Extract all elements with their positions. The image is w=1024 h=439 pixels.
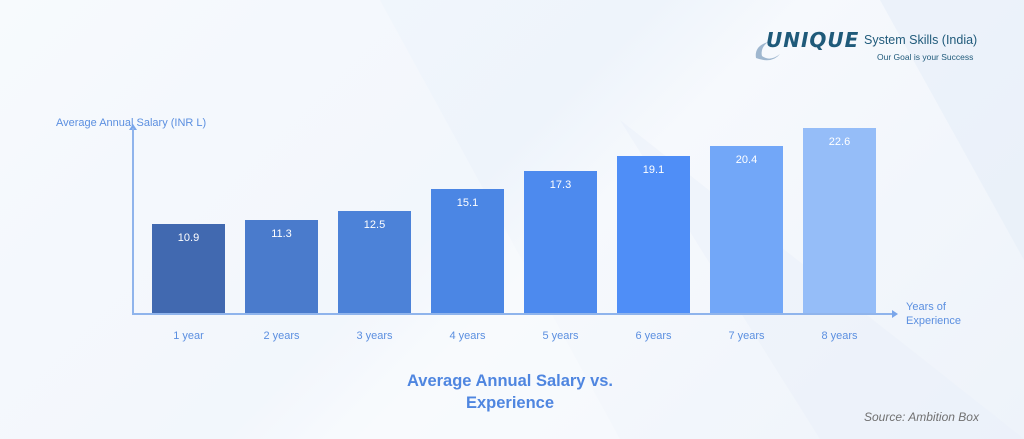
- x-tick-label: 5 years: [542, 330, 579, 342]
- bar-value-label: 20.4: [735, 154, 758, 166]
- logo-name: System Skills (India): [864, 33, 978, 47]
- y-axis-arrow-icon: [129, 124, 137, 130]
- x-axis-label: Years of Experience: [906, 300, 961, 328]
- chart-title: Average Annual Salary vs. Experience: [380, 370, 640, 414]
- bar-value-label: 19.1: [642, 164, 665, 176]
- bar-value-label: 10.9: [177, 232, 200, 244]
- bar: 12.5: [338, 211, 411, 313]
- chart-title-line-2: Experience: [465, 394, 555, 412]
- bar-value-label: 12.5: [363, 219, 386, 231]
- x-tick-label: 2 years: [263, 330, 300, 342]
- bar-value-label: 17.3: [549, 179, 572, 191]
- bar: 22.6: [803, 128, 876, 313]
- x-axis-label-line-1: Years of: [906, 301, 946, 313]
- x-axis: [132, 313, 892, 315]
- x-tick-label: 3 years: [356, 330, 393, 342]
- y-axis: [132, 128, 134, 314]
- bar-value-label: 22.6: [828, 136, 851, 148]
- company-logo: UNIQUE System Skills (India) Our Goal is…: [752, 28, 992, 66]
- x-tick-label: 6 years: [635, 330, 672, 342]
- source-note: Source: Ambition Box: [864, 410, 979, 424]
- bar: 19.1: [617, 156, 690, 313]
- x-tick-label: 1 year: [173, 330, 204, 342]
- y-axis-label: Average Annual Salary (INR L): [56, 117, 207, 129]
- x-axis-arrow-icon: [892, 310, 898, 318]
- x-tick-label: 4 years: [449, 330, 486, 342]
- bar: 11.3: [245, 220, 318, 313]
- x-tick-label: 7 years: [728, 330, 765, 342]
- bar-value-label: 11.3: [271, 228, 292, 240]
- bar: 10.9: [152, 224, 225, 313]
- logo-swoosh-icon: [755, 42, 780, 61]
- x-axis-label-line-2: Experience: [906, 315, 962, 327]
- bar: 20.4: [710, 146, 783, 313]
- bar-value-label: 15.1: [456, 197, 479, 209]
- logo-brand: UNIQUE: [766, 28, 860, 52]
- logo-tagline: Our Goal is your Success: [877, 52, 974, 62]
- bar: 17.3: [524, 171, 597, 313]
- bar: 15.1: [431, 189, 504, 313]
- chart-title-line-1: Average Annual Salary vs.: [406, 372, 614, 390]
- x-tick-label: 8 years: [821, 330, 858, 342]
